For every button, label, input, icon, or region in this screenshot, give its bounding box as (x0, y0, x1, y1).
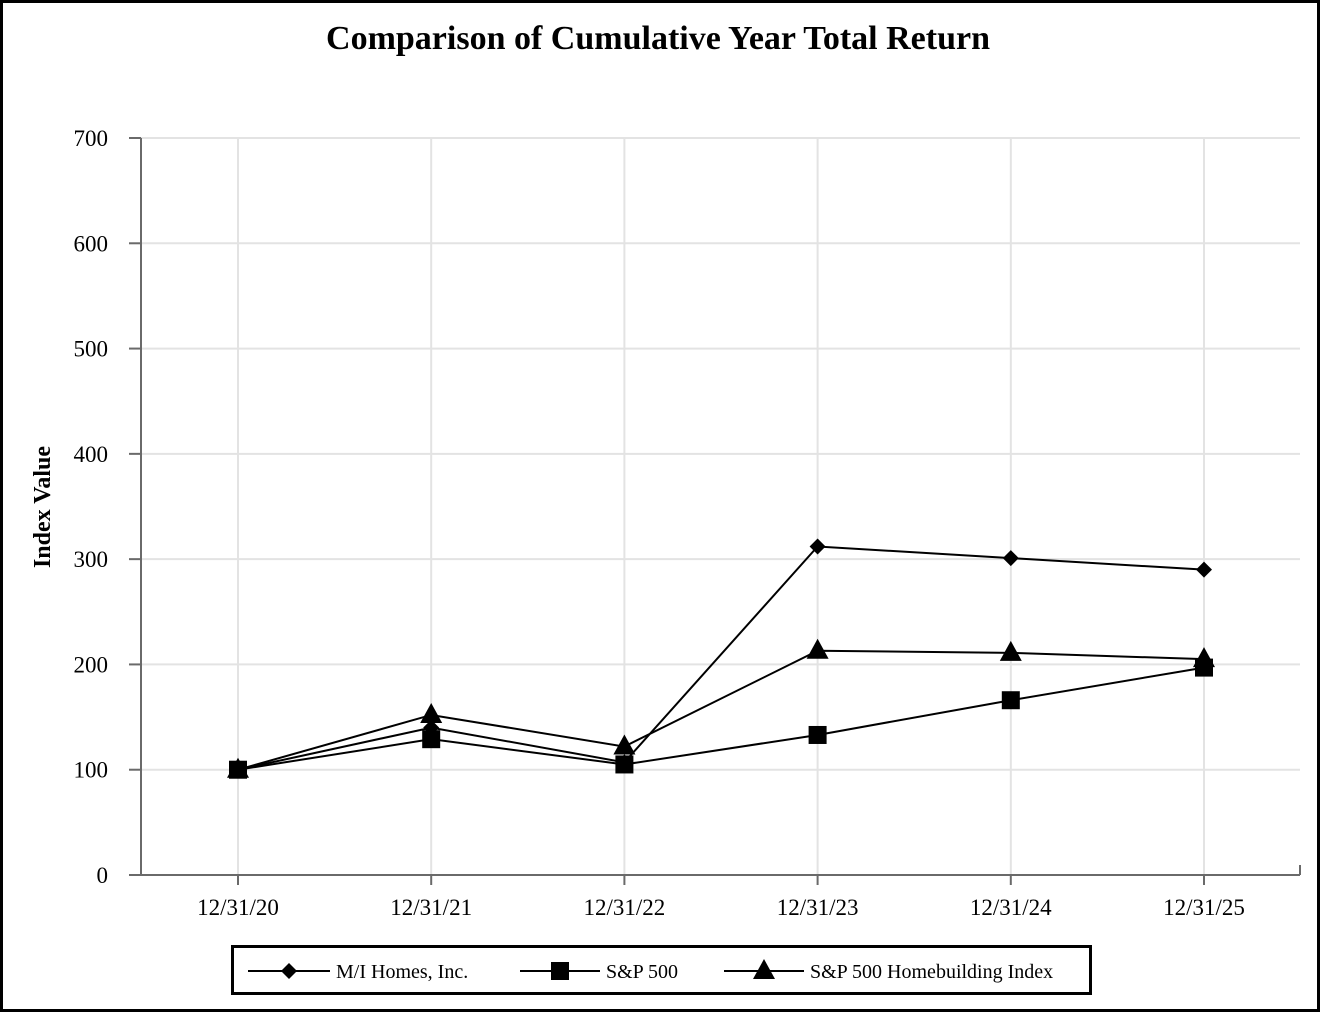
x-tick-label: 12/31/24 (970, 895, 1052, 920)
data-point-triangle (613, 734, 636, 755)
series-group (227, 538, 1215, 779)
series-line-triangle (237, 649, 1205, 771)
series-line-square (237, 666, 1205, 771)
x-tick-labels: 12/31/20 12/31/21 12/31/22 12/31/23 12/31/24… (197, 895, 1245, 920)
gridlines (141, 137, 1300, 875)
legend-item: M/I Homes, Inc. (248, 961, 468, 983)
x-tick-label: 12/31/22 (584, 895, 666, 920)
data-point-triangle (999, 640, 1022, 661)
legend-box (231, 945, 1092, 995)
legend-marker-square (551, 962, 569, 980)
y-tick-label: 400 (74, 442, 109, 467)
y-tick-labels: 0 100 200 300 400 500 600 700 (74, 126, 109, 888)
legend-marker-triangle (753, 959, 775, 979)
legend: M/I Homes, Inc. S&P 500 S&P 500 Homebuildi… (231, 945, 1092, 995)
legend-item: S&P 500 Homebuilding Index (724, 959, 1053, 983)
legend-label: S&P 500 (606, 961, 678, 983)
x-tick-label: 12/31/25 (1163, 895, 1245, 920)
data-point-diamond (616, 754, 633, 771)
y-axis-label: Index Value (30, 446, 56, 568)
data-point-diamond (1002, 550, 1019, 567)
x-tick-label: 12/31/20 (197, 895, 279, 920)
y-tick-label: 100 (74, 758, 109, 783)
y-tick-label: 500 (74, 337, 109, 362)
legend-marker-diamond (281, 963, 297, 979)
y-tick-label: 0 (97, 863, 109, 888)
data-point-square (422, 730, 441, 749)
data-point-square (808, 725, 827, 744)
x-tick-label: 12/31/23 (777, 895, 859, 920)
legend-label: S&P 500 Homebuilding Index (810, 961, 1053, 983)
legend-item: S&P 500 (520, 961, 678, 983)
axes (129, 137, 1301, 885)
data-point-diamond (423, 719, 440, 736)
data-point-diamond (809, 538, 826, 555)
legend-label: M/I Homes, Inc. (336, 961, 468, 983)
x-tick-label: 12/31/21 (390, 895, 472, 920)
data-point-diamond (230, 761, 246, 778)
y-tick-label: 300 (74, 547, 109, 572)
chart-title: Comparison of Cumulative Year Total Retu… (326, 20, 990, 57)
series-line-diamond (237, 545, 1205, 771)
y-tick-label: 700 (74, 126, 109, 151)
data-point-triangle (420, 702, 443, 723)
y-tick-label: 600 (74, 231, 109, 256)
data-point-square (1001, 691, 1020, 710)
data-point-square (1195, 658, 1213, 677)
data-point-triangle (806, 638, 829, 659)
data-point-diamond (1196, 561, 1212, 578)
y-tick-label: 200 (74, 652, 109, 677)
